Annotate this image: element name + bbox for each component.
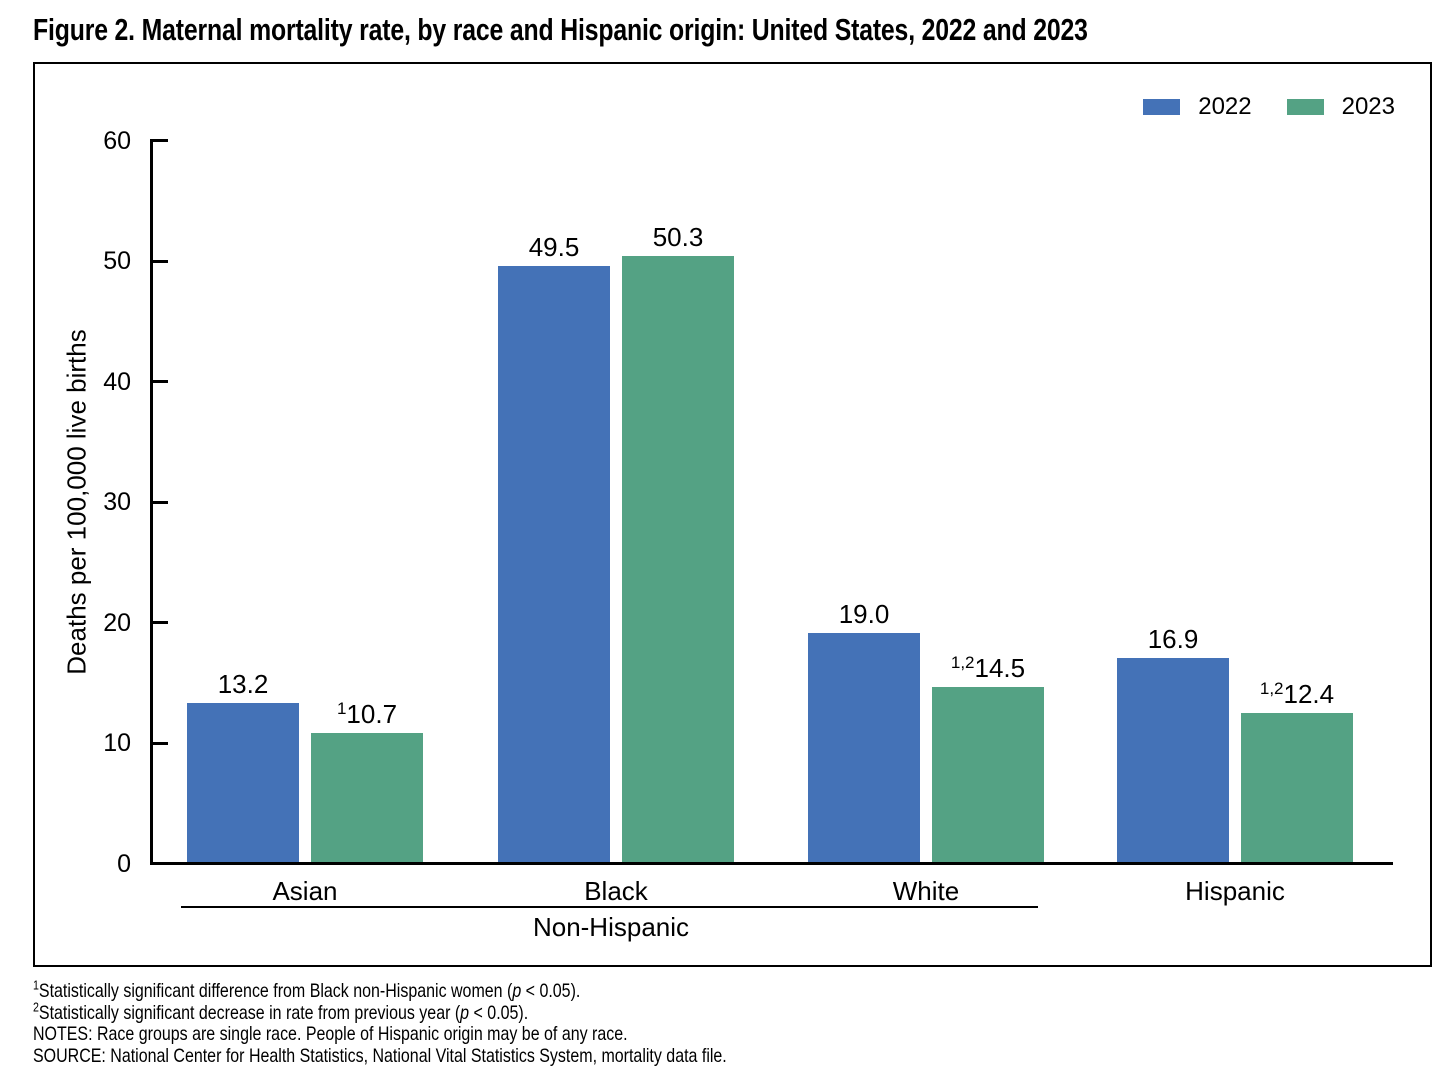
bar-value-label: 16.9 [1147, 624, 1199, 654]
bar-value-label: 13.2 [217, 669, 269, 699]
footnotes: 1Statistically significant difference fr… [33, 977, 727, 1067]
legend-label: 2023 [1341, 93, 1395, 120]
footnote-number: 1 [33, 977, 39, 993]
bar-2023-black [622, 256, 734, 862]
footnote-marker: 1,2 [1259, 679, 1284, 699]
legend-item-2022: 2022 [1143, 93, 1252, 120]
bar-value-label: 50.3 [652, 222, 704, 252]
y-tick-mark [150, 501, 168, 504]
bar-2022-white [808, 633, 920, 862]
y-tick-mark [150, 742, 168, 745]
bar-value-label: 19.0 [838, 599, 890, 629]
legend-item-2023: 2023 [1286, 93, 1395, 120]
figure-title: Figure 2. Maternal mortality rate, by ra… [33, 12, 1088, 47]
x-axis [150, 862, 1393, 865]
bar-value-label: 1,214.5 [950, 653, 1026, 683]
bar-value-label: 110.7 [336, 699, 398, 729]
x-category-label-black: Black [584, 876, 648, 906]
bar-2022-hispanic [1117, 658, 1229, 862]
footnote-marker: 1,2 [950, 653, 975, 673]
footnote-number: 2 [33, 999, 39, 1014]
bar-2022-asian [187, 703, 299, 862]
chart-frame: 2022 2023 Deaths per 100,000 live births … [33, 62, 1432, 967]
legend: 2022 2023 [1143, 95, 1395, 119]
y-tick-label: 30 [103, 488, 131, 516]
y-tick-mark [150, 139, 168, 142]
x-category-label-asian: Asian [272, 876, 338, 906]
x-category-label-white: White [892, 876, 960, 906]
y-tick-label: 0 [117, 850, 131, 878]
y-tick-label: 40 [103, 368, 131, 396]
legend-label: 2022 [1198, 93, 1252, 120]
y-tick-label: 50 [103, 247, 131, 275]
bar-value-label: 49.5 [528, 232, 580, 262]
footnote-marker: 1 [336, 699, 347, 719]
italic-p: p [460, 1001, 470, 1024]
legend-swatch-2023 [1286, 99, 1324, 115]
plot-area: 2022 2023 Deaths per 100,000 live births … [35, 64, 1430, 965]
bar-2023-hispanic [1241, 713, 1353, 862]
y-tick-mark [150, 621, 168, 624]
y-tick-label: 20 [103, 609, 131, 637]
footnote-line-1: 1Statistically significant difference fr… [33, 977, 581, 1002]
y-tick-label: 60 [103, 127, 131, 155]
footnote-line-3: NOTES: Race groups are single race. Peop… [33, 1023, 628, 1045]
bar-2023-white [932, 687, 1044, 862]
footnote-line-4: SOURCE: National Center for Health Stati… [33, 1044, 727, 1067]
group-bracket-label: Non-Hispanic [532, 912, 690, 942]
x-category-label-hispanic: Hispanic [1185, 876, 1285, 906]
bar-2022-black [498, 266, 610, 862]
group-bracket-line [181, 906, 1038, 908]
y-tick-label: 10 [103, 729, 131, 757]
y-tick-mark [150, 260, 168, 263]
bar-2023-asian [311, 733, 423, 862]
bar-value-label: 1,212.4 [1259, 679, 1335, 709]
italic-p: p [512, 980, 522, 1002]
y-tick-mark [150, 380, 168, 383]
legend-swatch-2022 [1143, 99, 1181, 115]
footnote-line-2: 2Statistically significant decrease in r… [33, 999, 529, 1024]
